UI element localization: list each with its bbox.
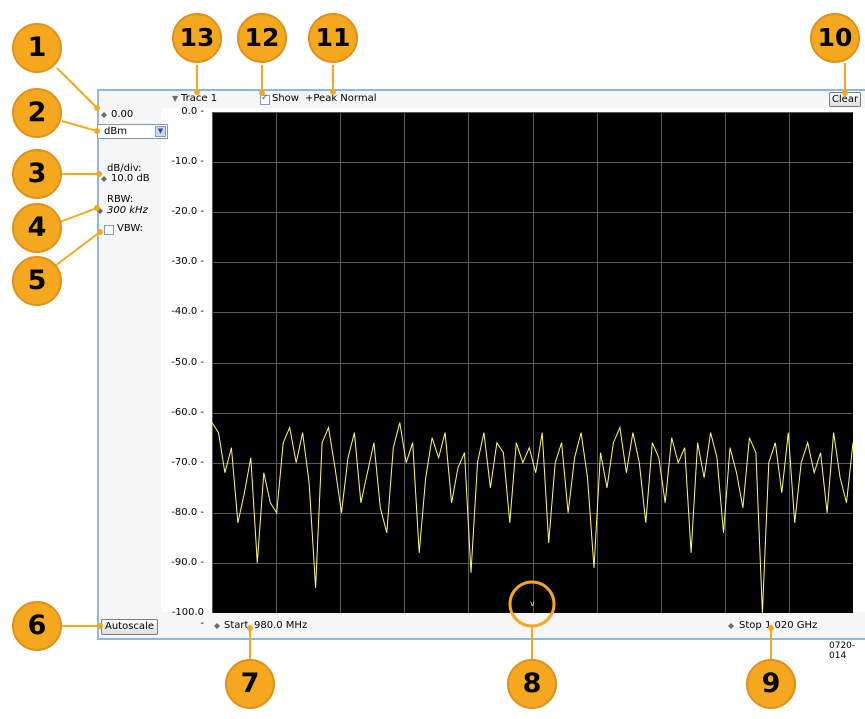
units-dropdown[interactable]: dBm ▼ — [97, 124, 168, 139]
callout-4: 4 — [12, 203, 62, 253]
callout-3: 3 — [12, 149, 62, 199]
callout-13: 13 — [172, 13, 222, 63]
vbw-checkbox[interactable] — [104, 225, 114, 235]
figure-id: 0720-014 — [829, 641, 856, 661]
y-tick-label: -70.0 - — [171, 456, 204, 468]
trace-selector[interactable]: Trace 1 — [181, 93, 218, 104]
left-settings-panel — [99, 91, 161, 638]
db-div-label: dB/div: — [107, 163, 142, 174]
callout-6: 6 — [12, 601, 62, 651]
callout-9: 9 — [746, 659, 796, 709]
callout-7: 7 — [225, 659, 275, 709]
trace-toolbar — [161, 91, 865, 108]
y-tick-label: -80.0 - — [171, 506, 204, 518]
y-tick-label: -30.0 - — [171, 256, 204, 268]
stop-spin-icon[interactable] — [728, 623, 734, 629]
callout-12: 12 — [237, 13, 287, 63]
trace-dropdown-arrow-icon[interactable]: ▼ — [172, 94, 179, 103]
callout-11: 11 — [308, 13, 358, 63]
y-tick-label: -100.0 - — [171, 607, 204, 629]
callout-8: 8 — [507, 659, 557, 709]
spectrum-plot[interactable] — [212, 112, 853, 613]
y-tick-label: -10.0 - — [171, 156, 204, 168]
units-value: dBm — [104, 126, 127, 137]
y-tick-label: 0.0 - — [181, 106, 204, 117]
rbw-spin-icon[interactable] — [97, 208, 103, 214]
show-trace-checkbox[interactable] — [260, 93, 270, 105]
y-tick-label: -50.0 - — [171, 356, 204, 368]
rbw-label: RBW: — [107, 194, 134, 205]
start-label: Start — [224, 620, 249, 631]
y-tick-label: -20.0 - — [171, 206, 204, 218]
callout-2: 2 — [12, 88, 62, 138]
chevron-down-icon[interactable]: ▼ — [155, 126, 166, 137]
stop-label: Stop — [739, 620, 762, 631]
callout-10: 10 — [810, 13, 860, 63]
scroll-chevron-icon[interactable]: v — [530, 599, 535, 608]
y-tick-label: -40.0 - — [171, 306, 204, 318]
y-tick-label: -60.0 - — [171, 406, 204, 418]
ref-level-spin-icon[interactable] — [101, 112, 107, 118]
start-spin-icon[interactable] — [214, 623, 220, 629]
callout-1: 1 — [12, 23, 62, 73]
callout-5: 5 — [12, 256, 62, 306]
detection-mode-selector[interactable]: +Peak Normal — [305, 93, 377, 104]
spectrum-trace-line — [212, 422, 853, 613]
start-frequency-value[interactable]: 980.0 MHz — [254, 620, 308, 631]
vbw-label: VBW: — [117, 223, 144, 234]
stop-frequency-value[interactable]: 1.020 GHz — [765, 620, 818, 631]
db-div-value[interactable]: 10.0 dB — [111, 173, 150, 184]
db-div-spin-icon[interactable] — [101, 176, 107, 182]
y-tick-label: -90.0 - — [171, 556, 204, 568]
rbw-value[interactable]: 300 kHz — [107, 205, 148, 216]
show-trace-label: Show — [272, 93, 299, 104]
ref-level-value[interactable]: 0.00 — [111, 109, 134, 120]
